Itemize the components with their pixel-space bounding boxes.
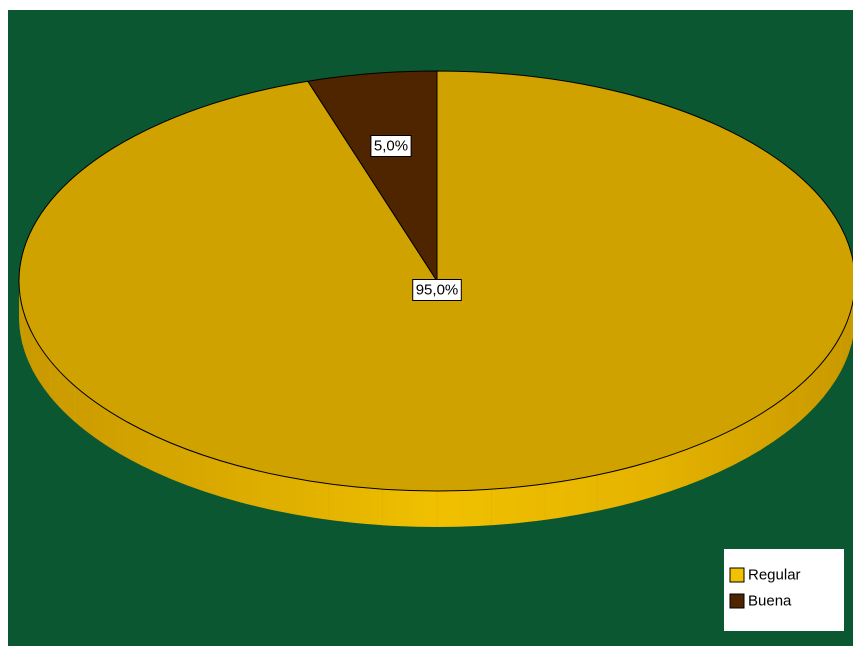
pie-side-regular — [19, 281, 853, 527]
legend-label-buena: Buena — [748, 593, 792, 610]
pie-slice-buena — [306, 70, 438, 283]
data-label-regular: 95,0% — [412, 279, 462, 301]
data-labels: 5,0% 95,0% — [370, 135, 462, 301]
svg-text:5,0%: 5,0% — [374, 138, 408, 155]
legend: Regular Buena — [724, 549, 844, 631]
legend-swatch-buena — [729, 593, 745, 609]
data-label-buena: 5,0% — [370, 135, 412, 157]
legend-swatch-regular — [729, 567, 745, 583]
legend-label-regular: Regular — [748, 567, 801, 584]
svg-text:95,0%: 95,0% — [416, 282, 459, 299]
legend-box — [724, 549, 844, 631]
